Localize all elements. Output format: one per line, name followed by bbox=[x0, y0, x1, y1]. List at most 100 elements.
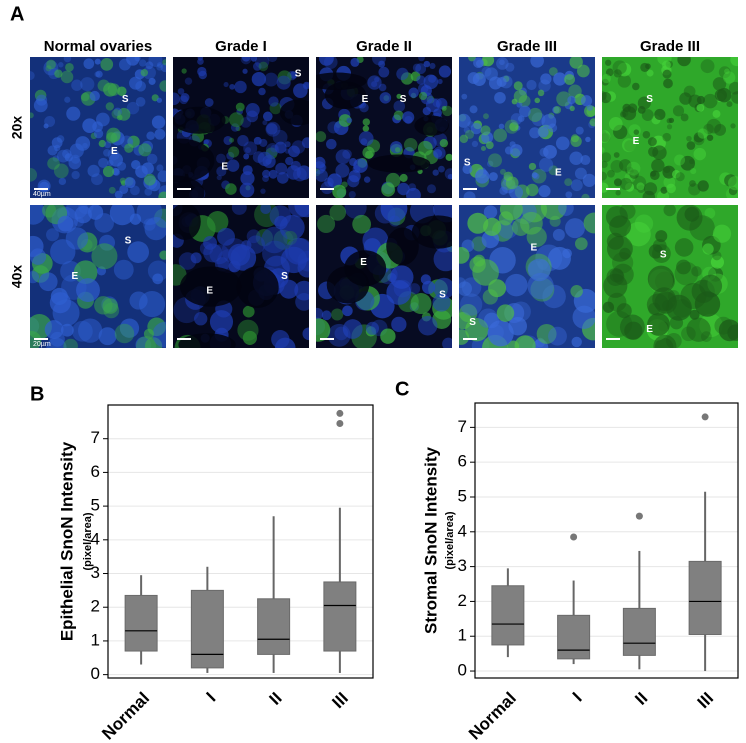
box bbox=[323, 581, 357, 652]
cell bbox=[571, 336, 582, 348]
cell bbox=[615, 190, 621, 196]
cell bbox=[74, 206, 92, 224]
cell bbox=[229, 83, 235, 90]
cell bbox=[154, 128, 166, 140]
cell bbox=[156, 164, 164, 172]
cell bbox=[488, 172, 498, 182]
cell bbox=[36, 94, 48, 106]
cell bbox=[438, 165, 445, 173]
cell bbox=[625, 182, 635, 192]
micrograph bbox=[30, 57, 166, 198]
cell bbox=[216, 166, 227, 177]
cell bbox=[470, 123, 482, 135]
cell bbox=[730, 57, 738, 67]
cell bbox=[608, 117, 623, 131]
tissue-label: S bbox=[469, 317, 476, 328]
cell bbox=[609, 215, 632, 238]
cell bbox=[697, 180, 709, 192]
cell bbox=[94, 213, 114, 233]
x-tick-label: II bbox=[631, 689, 651, 709]
cell bbox=[403, 137, 418, 152]
cell bbox=[696, 104, 705, 112]
outlier bbox=[701, 413, 709, 421]
cell bbox=[693, 132, 704, 143]
cell bbox=[327, 173, 342, 188]
cell bbox=[662, 132, 672, 142]
cell bbox=[380, 205, 408, 222]
cell bbox=[148, 57, 163, 67]
cell bbox=[652, 239, 667, 253]
cell bbox=[627, 103, 638, 114]
cell bbox=[245, 103, 260, 118]
cell bbox=[276, 172, 289, 184]
tissue-label: S bbox=[125, 235, 132, 246]
cell bbox=[487, 153, 502, 168]
cell bbox=[348, 190, 356, 198]
cell bbox=[417, 83, 429, 94]
cell bbox=[100, 58, 114, 71]
cell bbox=[51, 137, 63, 149]
cell bbox=[536, 323, 557, 344]
cell bbox=[146, 153, 158, 165]
cell bbox=[341, 181, 348, 188]
micrograph bbox=[602, 205, 738, 348]
cell bbox=[289, 71, 298, 79]
cell bbox=[730, 123, 736, 129]
cell bbox=[173, 92, 181, 106]
cell bbox=[680, 113, 689, 122]
cell bbox=[530, 277, 555, 302]
cell bbox=[710, 255, 725, 269]
y-tick-label: 6 bbox=[458, 452, 467, 471]
cell bbox=[58, 177, 67, 186]
cell bbox=[225, 183, 237, 195]
cell bbox=[612, 263, 634, 286]
cell bbox=[475, 169, 490, 184]
cell bbox=[645, 63, 651, 70]
tissue-label: S bbox=[122, 94, 129, 105]
cell bbox=[129, 76, 143, 90]
cell bbox=[292, 167, 307, 182]
cell bbox=[70, 154, 81, 164]
cell bbox=[49, 292, 71, 314]
cell bbox=[674, 154, 686, 166]
cell bbox=[129, 291, 148, 310]
outlier bbox=[570, 533, 578, 541]
cell bbox=[66, 106, 81, 121]
box bbox=[124, 594, 158, 652]
cell bbox=[516, 101, 523, 108]
cell bbox=[367, 75, 382, 90]
cell bbox=[619, 159, 632, 172]
cell bbox=[514, 335, 536, 348]
cell bbox=[194, 312, 208, 326]
cell bbox=[159, 250, 166, 260]
cell bbox=[352, 214, 372, 234]
cell bbox=[391, 316, 407, 332]
cell bbox=[569, 105, 575, 112]
cell bbox=[46, 228, 60, 242]
cell bbox=[602, 160, 608, 169]
cell bbox=[47, 157, 60, 170]
cell bbox=[529, 127, 541, 139]
cell bbox=[302, 81, 309, 90]
cell bbox=[459, 113, 471, 128]
tissue-label: E bbox=[646, 324, 653, 335]
cell bbox=[494, 91, 506, 104]
cell bbox=[110, 132, 121, 142]
cell bbox=[688, 183, 701, 196]
cell bbox=[272, 129, 288, 145]
y-tick-label: 5 bbox=[458, 486, 467, 505]
cell bbox=[148, 77, 156, 85]
cell bbox=[250, 57, 258, 62]
cell bbox=[139, 59, 147, 67]
cell bbox=[505, 273, 528, 297]
cell bbox=[602, 147, 605, 153]
cell bbox=[285, 237, 309, 265]
cell bbox=[672, 170, 681, 179]
cell bbox=[726, 101, 733, 108]
x-tick-label: Normal bbox=[465, 689, 520, 743]
cell bbox=[393, 110, 404, 121]
cell bbox=[728, 176, 738, 191]
cell bbox=[674, 261, 699, 286]
cell bbox=[728, 81, 738, 95]
